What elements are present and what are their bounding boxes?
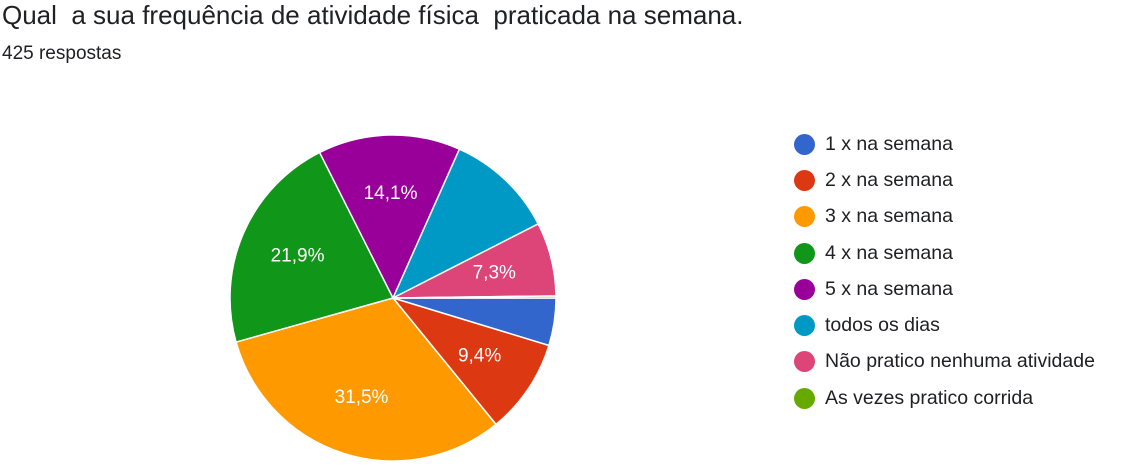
legend-item-4-x-na-semana[interactable]: 4 x na semana bbox=[794, 235, 1095, 271]
legend-swatch-icon bbox=[794, 133, 815, 155]
response-count: 425 respostas bbox=[2, 43, 122, 64]
slice-label-3-x-na-semana: 31,5% bbox=[335, 387, 389, 408]
pie-slice-3-x-na-semana[interactable] bbox=[235, 297, 498, 462]
legend-swatch-icon bbox=[794, 242, 815, 264]
pie-slice-as-vezes-pratico-corrida[interactable] bbox=[392, 295, 557, 299]
pie-slice-5-x-na-semana[interactable] bbox=[318, 134, 461, 300]
legend-item-nao-pratico-nenhuma-atividade[interactable]: Não pratico nenhuma atividade bbox=[794, 344, 1095, 380]
legend-swatch-icon bbox=[794, 315, 815, 337]
legend-label: todos os dias bbox=[825, 314, 940, 337]
chart-legend: 1 x na semana 2 x na semana 3 x na semana 4… bbox=[794, 126, 1095, 416]
legend-swatch-icon bbox=[794, 169, 815, 191]
legend-swatch-icon bbox=[794, 387, 815, 409]
legend-item-5-x-na-semana[interactable]: 5 x na semana bbox=[794, 271, 1095, 307]
legend-swatch-icon bbox=[794, 206, 815, 228]
legend-item-todos-os-dias[interactable]: todos os dias bbox=[794, 307, 1095, 343]
slice-label-4-x-na-semana: 21,9% bbox=[271, 245, 325, 266]
legend-item-as-vezes-pratico-corrida[interactable]: As vezes pratico corrida bbox=[794, 380, 1095, 416]
slice-label-5-x-na-semana: 14,1% bbox=[364, 183, 418, 204]
legend-swatch-icon bbox=[794, 351, 815, 373]
legend-item-1-x-na-semana[interactable]: 1 x na semana bbox=[794, 126, 1095, 162]
pie-slice-4-x-na-semana[interactable] bbox=[229, 151, 395, 343]
legend-label: 3 x na semana bbox=[825, 205, 953, 228]
slice-label-2-x-na-semana: 9,4% bbox=[458, 346, 501, 367]
legend-label: As vezes pratico corrida bbox=[825, 386, 1034, 409]
legend-label: 5 x na semana bbox=[825, 277, 953, 300]
legend-label: 2 x na semana bbox=[825, 168, 953, 191]
chart-title: Qual a sua frequência de atividade físic… bbox=[2, 0, 744, 30]
legend-item-3-x-na-semana[interactable]: 3 x na semana bbox=[794, 199, 1095, 235]
pie-slice-todos-os-dias[interactable] bbox=[391, 148, 540, 300]
slice-label-nao-pratico-nenhuma-atividade: 7,3% bbox=[473, 262, 516, 283]
legend-label: Não pratico nenhuma atividade bbox=[825, 350, 1095, 373]
pie-slice-2-x-na-semana[interactable] bbox=[390, 296, 550, 426]
legend-swatch-icon bbox=[794, 278, 815, 300]
legend-item-2-x-na-semana[interactable]: 2 x na semana bbox=[794, 162, 1095, 198]
legend-label: 4 x na semana bbox=[825, 241, 953, 264]
legend-label: 1 x na semana bbox=[825, 132, 953, 155]
